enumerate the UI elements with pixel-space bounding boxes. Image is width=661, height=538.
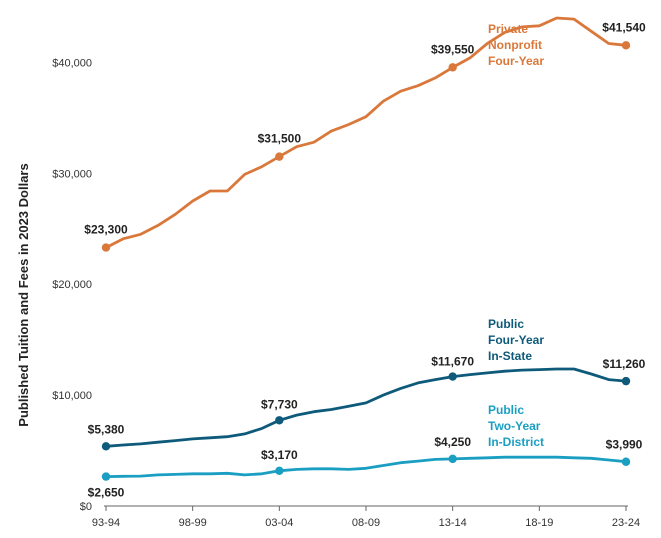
data-point-public2 bbox=[101, 472, 111, 481]
data-label-public2: $4,250 bbox=[434, 435, 471, 449]
data-point-private bbox=[448, 63, 457, 72]
series-line-private bbox=[104, 16, 628, 250]
x-tick-label: 23-24 bbox=[612, 517, 640, 529]
y-tick-label: $0 bbox=[80, 501, 92, 513]
data-point-public4 bbox=[621, 376, 631, 386]
data-label-public4: $11,260 bbox=[603, 357, 646, 371]
x-tick-label: 98-99 bbox=[179, 517, 207, 529]
series-line-public2 bbox=[104, 455, 628, 479]
series-name-private: Nonprofit bbox=[488, 38, 542, 52]
series-private: $23,300 $31,500 $39,550 $41,540 Private Nonpr… bbox=[84, 16, 646, 252]
y-tick-label: $20,000 bbox=[52, 279, 92, 291]
data-point-public4 bbox=[448, 372, 457, 381]
series-name-private: Private bbox=[488, 22, 528, 36]
series-group: $23,300 $31,500 $39,550 $41,540 Private Nonpr… bbox=[84, 16, 646, 500]
data-label-public2: $2,650 bbox=[88, 486, 125, 500]
data-label-private: $39,550 bbox=[431, 42, 475, 56]
data-point-private bbox=[275, 152, 284, 161]
x-tick-label: 13-14 bbox=[439, 517, 467, 529]
data-point-public4 bbox=[275, 416, 284, 425]
series-name-public4: In-State bbox=[488, 349, 532, 363]
series-name-public4: Four-Year bbox=[488, 333, 544, 347]
series-public2: $2,650 $3,170 $4,250 $3,990 Public Two-Year In… bbox=[88, 403, 643, 500]
data-point-public4 bbox=[101, 442, 111, 451]
y-tick-label: $30,000 bbox=[52, 168, 92, 180]
series-public4: $5,380 $7,730 $11,670 $11,260 Public Four-Yea… bbox=[88, 317, 646, 451]
y-axis: $0 $10,000 $20,000 $30,000 $40,000 bbox=[52, 57, 92, 513]
data-point-private bbox=[101, 243, 111, 252]
x-tick-label: 08-09 bbox=[352, 517, 380, 529]
series-line-public4 bbox=[104, 367, 628, 448]
data-label-public4: $5,380 bbox=[88, 422, 125, 436]
data-point-public2 bbox=[275, 466, 284, 476]
data-label-public2: $3,170 bbox=[261, 448, 298, 462]
data-label-public4: $7,730 bbox=[261, 397, 298, 411]
data-point-public2 bbox=[448, 454, 457, 464]
x-axis: 93-94 98-99 03-04 08-09 13-14 18-19 23-24 bbox=[92, 505, 640, 529]
data-label-private: $31,500 bbox=[258, 132, 302, 146]
data-label-private: $41,540 bbox=[602, 20, 646, 34]
series-name-public2: Public bbox=[488, 403, 524, 417]
data-label-public4: $11,670 bbox=[431, 355, 474, 369]
x-tick-label: 03-04 bbox=[265, 517, 293, 529]
data-label-public2: $3,990 bbox=[606, 438, 643, 452]
series-name-public2: Two-Year bbox=[488, 419, 541, 433]
y-tick-label: $10,000 bbox=[52, 390, 92, 402]
data-point-private bbox=[621, 41, 631, 50]
data-point-public2 bbox=[621, 457, 631, 466]
y-tick-label: $40,000 bbox=[52, 57, 92, 69]
y-axis-title: Published Tuition and Fees in 2023 Dolla… bbox=[16, 163, 31, 426]
x-tick-label: 93-94 bbox=[92, 517, 120, 529]
series-name-public2: In-District bbox=[488, 435, 544, 449]
data-label-private: $23,300 bbox=[84, 223, 128, 237]
series-name-public4: Public bbox=[488, 317, 524, 331]
x-tick-label: 18-19 bbox=[525, 517, 553, 529]
series-name-private: Four-Year bbox=[488, 54, 544, 68]
